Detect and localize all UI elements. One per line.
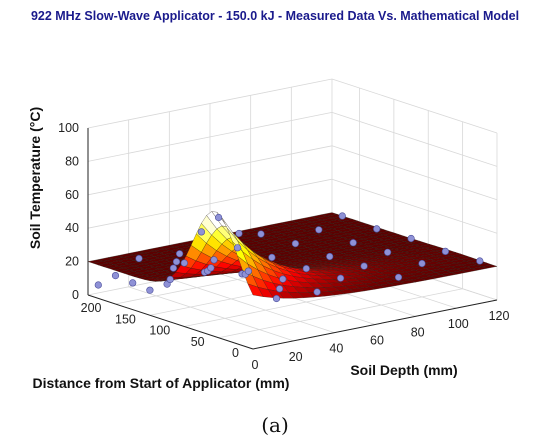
measured-point: [418, 259, 426, 268]
grid-line: [218, 288, 463, 339]
x-tick-label: 80: [411, 325, 425, 339]
measured-point: [326, 252, 334, 261]
x-tick-label: 60: [370, 334, 384, 348]
measured-point: [360, 262, 368, 270]
measured-point: [476, 257, 484, 265]
measured-point: [215, 213, 223, 222]
measured-point: [313, 288, 321, 296]
measured-point: [129, 279, 137, 287]
x-tick-label: 0: [252, 358, 259, 372]
measured-point: [302, 265, 310, 273]
y-axis-line: [87, 294, 254, 350]
measured-point: [257, 230, 265, 238]
z-tick-label: 100: [58, 121, 79, 135]
measured-point: [207, 264, 215, 272]
measured-point: [291, 240, 300, 248]
x-axis-label: Soil Depth (mm): [350, 362, 457, 378]
z-tick-label: 60: [65, 188, 79, 202]
measured-point: [279, 275, 287, 283]
x-tick-label: 100: [448, 317, 469, 331]
y-tick-label: 50: [191, 335, 205, 349]
z-axis-label: Soil Temperature (°C): [27, 107, 43, 249]
measured-point: [94, 281, 102, 289]
measured-point: [384, 248, 392, 256]
measured-point: [407, 234, 415, 243]
y-axis-label: Distance from Start of Applicator (mm): [33, 375, 290, 391]
y-tick-label: 100: [149, 324, 170, 338]
axis-grid: [87, 78, 498, 350]
measured-point: [315, 226, 323, 234]
measured-point: [210, 256, 218, 264]
measured-point: [373, 225, 381, 233]
x-axis-line: [252, 299, 498, 350]
measured-point: [394, 273, 403, 281]
figure-caption: (a): [261, 413, 289, 437]
model-surface: [87, 211, 498, 299]
x-tick-label: 40: [329, 342, 343, 356]
measured-point: [169, 264, 177, 272]
measured-point: [272, 294, 281, 303]
x-tick-label: 120: [489, 309, 510, 323]
z-tick-label: 80: [65, 154, 79, 168]
grid-line: [331, 145, 498, 201]
measured-point: [166, 275, 174, 284]
measured-point: [338, 212, 346, 220]
measured-point: [441, 247, 450, 255]
measured-point: [337, 274, 345, 282]
measured-point: [349, 239, 357, 247]
measured-point: [244, 267, 252, 275]
measured-points: [94, 212, 484, 303]
measured-point: [146, 286, 154, 294]
measured-point: [176, 250, 184, 258]
measured-point: [135, 254, 143, 263]
measured-point: [172, 258, 181, 266]
measured-point: [268, 253, 276, 261]
measured-point: [180, 259, 188, 267]
measured-point: [111, 272, 120, 280]
grid-line: [331, 78, 498, 134]
z-tick-label: 0: [72, 288, 79, 302]
chart-title: 922 MHz Slow-Wave Applicator - 150.0 kJ …: [31, 9, 519, 23]
x-tick-label: 20: [289, 350, 303, 364]
y-tick-label: 200: [81, 301, 102, 315]
y-tick-label: 0: [232, 346, 239, 360]
z-tick-label: 20: [65, 255, 79, 269]
grid-line: [331, 112, 498, 167]
measured-point: [197, 228, 205, 236]
measured-point: [276, 285, 284, 293]
surface-patch: [247, 283, 264, 298]
y-tick-label: 150: [115, 312, 136, 326]
measured-point: [235, 229, 243, 238]
z-tick-label: 40: [65, 221, 79, 235]
measured-point: [233, 244, 242, 252]
